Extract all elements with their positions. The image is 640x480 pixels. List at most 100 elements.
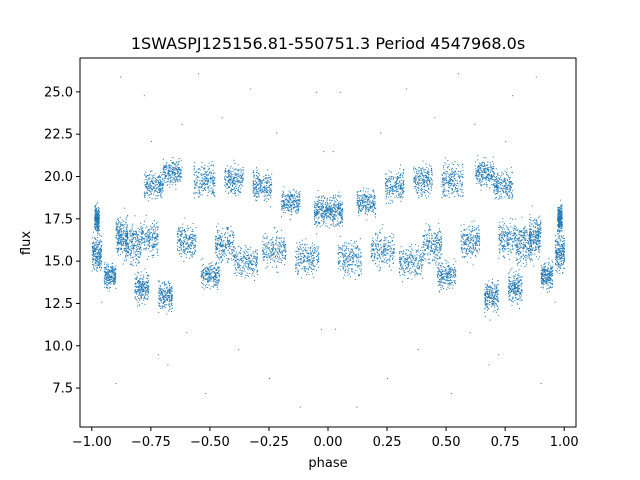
data-point <box>546 269 548 271</box>
data-point <box>210 171 212 173</box>
data-point <box>162 177 164 179</box>
data-point <box>123 259 125 261</box>
data-point <box>470 236 472 238</box>
data-point <box>146 239 148 241</box>
data-point <box>499 186 501 188</box>
data-point <box>532 226 534 228</box>
data-point <box>472 248 474 250</box>
data-point <box>501 172 503 173</box>
data-point <box>96 216 98 218</box>
data-point <box>525 254 527 256</box>
data-point <box>531 236 533 238</box>
data-point <box>559 219 561 221</box>
data-point <box>489 291 490 292</box>
data-point <box>123 242 125 244</box>
data-point <box>533 219 535 221</box>
data-point <box>535 234 537 236</box>
data-point <box>98 221 100 223</box>
data-point <box>147 287 148 289</box>
data-point <box>509 234 511 236</box>
data-point <box>472 247 474 249</box>
data-point <box>496 303 498 305</box>
data-point <box>454 184 456 186</box>
data-point <box>503 239 505 241</box>
data-point <box>500 240 502 242</box>
data-point <box>507 179 509 181</box>
data-point <box>137 237 139 239</box>
data-point <box>143 285 145 287</box>
data-point <box>515 293 517 295</box>
data-point <box>125 233 127 235</box>
data-point <box>542 268 544 269</box>
data-point <box>496 191 498 192</box>
data-point <box>558 210 560 212</box>
data-point <box>552 280 554 282</box>
data-point <box>137 280 139 282</box>
data-point <box>184 250 186 252</box>
data-point <box>116 226 118 228</box>
data-point <box>93 251 94 253</box>
data-point <box>180 256 182 257</box>
data-point <box>176 249 178 251</box>
data-point <box>95 263 97 265</box>
data-point <box>193 245 195 246</box>
data-point <box>105 267 107 269</box>
data-point <box>92 261 93 263</box>
data-point <box>518 261 520 263</box>
data-point <box>162 298 164 299</box>
data-point <box>99 252 101 254</box>
data-point <box>148 275 150 277</box>
data-point <box>151 247 153 249</box>
data-point <box>148 289 150 291</box>
data-point <box>475 170 477 172</box>
data-point <box>118 229 120 231</box>
data-point <box>104 267 106 269</box>
data-point <box>140 290 142 292</box>
data-point <box>543 268 545 270</box>
data-point <box>138 287 139 289</box>
data-point <box>100 256 102 258</box>
data-point <box>146 238 148 240</box>
data-point <box>111 267 113 269</box>
data-point <box>183 245 185 247</box>
data-point <box>474 243 476 245</box>
data-point <box>507 186 509 188</box>
data-point <box>95 260 97 262</box>
data-point <box>179 239 181 241</box>
data-point <box>478 237 480 239</box>
data-point <box>498 178 500 179</box>
data-point <box>168 288 170 290</box>
data-point <box>486 293 488 295</box>
data-point <box>500 232 502 234</box>
data-point <box>517 278 519 280</box>
data-point <box>115 223 117 225</box>
data-point <box>103 286 105 288</box>
data-point <box>151 189 153 190</box>
data-point <box>182 242 183 244</box>
data-point <box>110 266 112 268</box>
data-point <box>519 231 521 233</box>
data-point <box>502 218 504 220</box>
data-point <box>484 170 486 172</box>
data-point <box>153 225 155 227</box>
data-point <box>496 299 498 301</box>
data-point <box>129 233 131 235</box>
data-point <box>558 229 560 231</box>
data-point <box>504 234 506 236</box>
data-point <box>467 244 469 246</box>
data-point <box>164 295 166 297</box>
data-point <box>503 245 505 247</box>
data-point <box>96 218 98 219</box>
data-point <box>125 235 127 236</box>
data-point <box>559 238 561 240</box>
data-point <box>129 239 130 241</box>
data-point <box>123 230 124 232</box>
data-point <box>516 244 518 246</box>
data-point <box>119 235 120 237</box>
data-point <box>511 245 513 247</box>
data-point <box>478 233 480 235</box>
data-point <box>496 178 497 180</box>
data-point <box>485 304 487 306</box>
data-point <box>543 270 545 272</box>
data-point <box>486 285 488 287</box>
